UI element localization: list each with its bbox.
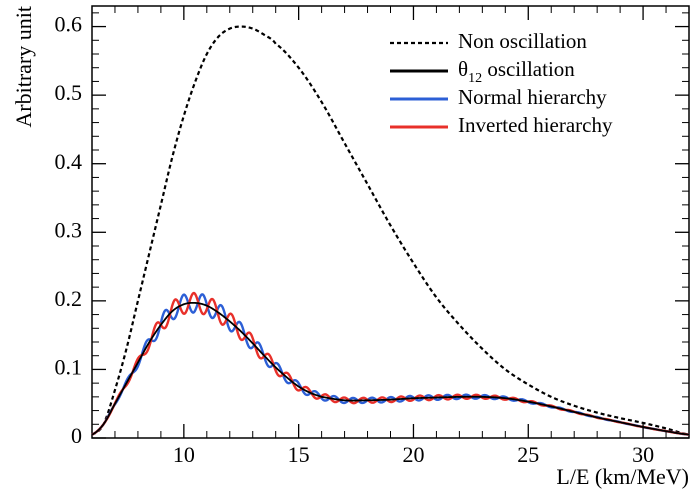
x-tick-label: 25: [517, 442, 539, 467]
x-tick-label: 15: [288, 442, 310, 467]
series-line: [91, 25, 690, 436]
y-tick-label: 0.6: [55, 12, 83, 37]
axis-layer: 0 0.1 0.2 0.3 0.4 0.5 0.6 10 15 20 25 30: [55, 6, 689, 467]
series-line: [91, 301, 690, 436]
x-axis-label: L/E (km/MeV): [556, 464, 689, 489]
y-tick-label: 0: [71, 423, 82, 448]
legend-label: θ12 oscillation: [458, 57, 575, 86]
y-tick-label: 0.5: [55, 80, 83, 105]
y-tick-label: 0.4: [55, 149, 83, 174]
x-tick-label: 20: [402, 442, 424, 467]
series-layer: [91, 25, 690, 436]
legend-label: Non oscillation: [458, 29, 587, 53]
x-tick-label: 30: [632, 442, 654, 467]
y-tick-label: 0.1: [55, 354, 83, 379]
legend-label: Inverted hierarchy: [458, 113, 613, 137]
legend-label: Normal hierarchy: [458, 85, 607, 109]
y-tick-label: 0.3: [55, 217, 83, 242]
x-tick-label: 10: [173, 442, 195, 467]
y-tick-label: 0.2: [55, 286, 83, 311]
y-axis-label: Arbitrary unit: [11, 6, 36, 128]
